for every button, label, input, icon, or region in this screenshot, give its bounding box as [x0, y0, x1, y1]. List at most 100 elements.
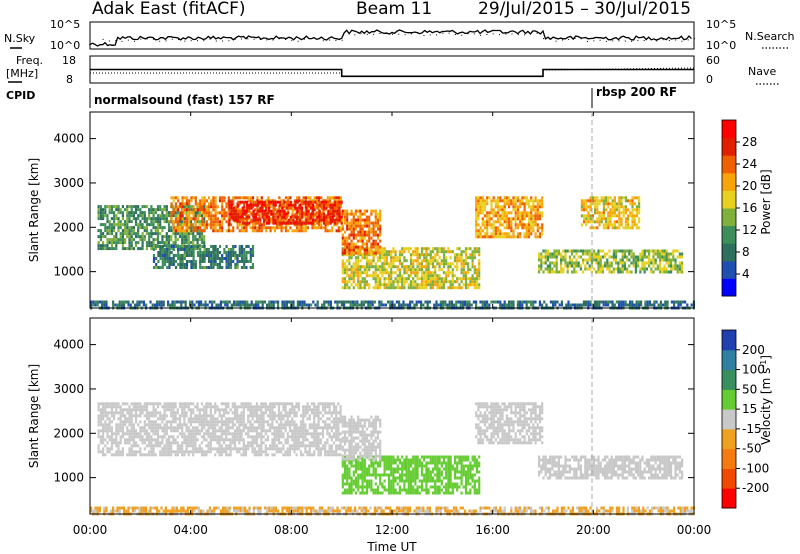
power-cell: [383, 262, 386, 266]
power-cell: [210, 260, 213, 263]
power-cell: [161, 208, 164, 212]
power-cell: [343, 215, 347, 219]
power-cell: [512, 202, 515, 206]
power-cell: [156, 241, 160, 245]
power-cell: [241, 206, 244, 210]
power-cell: [604, 252, 607, 256]
velocity-cell: [183, 420, 186, 424]
power-cell: [359, 215, 362, 219]
power-cell: [239, 200, 242, 204]
power-cell: [263, 203, 266, 207]
power-cell: [322, 208, 325, 212]
power-cell: [170, 257, 173, 260]
power-cell: [536, 235, 539, 239]
velocity-cell: [218, 444, 221, 448]
power-cell: [110, 241, 113, 245]
power-cell: [141, 238, 144, 242]
power-cell: [598, 303, 601, 307]
power-cell: [274, 221, 277, 225]
power-cell: [546, 270, 549, 274]
power-cell: [281, 303, 284, 307]
power-cell: [460, 268, 463, 272]
velocity-cell: [115, 432, 118, 436]
velocity-cell: [231, 435, 234, 439]
power-cell: [268, 221, 271, 225]
velocity-cell: [233, 429, 237, 433]
power-cell: [438, 265, 441, 269]
velocity-cell: [231, 432, 234, 436]
power-cell: [200, 241, 204, 245]
power-cell: [304, 223, 307, 227]
velocity-cell: [139, 402, 142, 406]
power-cell: [383, 280, 386, 284]
power-cell: [468, 300, 471, 304]
power-cell: [681, 270, 684, 274]
power-cell: [201, 196, 204, 200]
velocity-cell: [170, 429, 173, 433]
power-cell: [150, 223, 153, 227]
power-cell: [514, 217, 517, 221]
power-cell: [631, 226, 634, 230]
power-cell: [99, 205, 102, 209]
power-cell: [214, 214, 217, 218]
velocity-cell: [211, 438, 215, 442]
velocity-cell: [172, 429, 175, 433]
power-cell: [641, 258, 644, 262]
power-cell: [106, 214, 109, 218]
power-cell: [512, 217, 515, 221]
power-cell: [645, 267, 648, 271]
power-cell: [350, 224, 353, 228]
velocity-cell: [115, 411, 118, 415]
velocity-cell: [148, 450, 151, 454]
velocity-cell: [183, 438, 186, 442]
power-cell: [635, 196, 638, 200]
power-cell: [161, 257, 164, 260]
power-cell: [132, 229, 135, 233]
power-cell: [198, 220, 201, 224]
power-cell: [259, 206, 262, 210]
power-cell: [587, 199, 590, 203]
power-cell: [188, 220, 191, 224]
power-cell: [398, 286, 402, 290]
power-cell: [374, 268, 377, 272]
power-cell: [438, 262, 441, 266]
power-cell: [376, 248, 380, 252]
velocity-cell: [159, 453, 162, 457]
power-cell: [619, 261, 622, 265]
velocity-cell: [110, 447, 113, 451]
velocity-cell: [196, 432, 199, 436]
velocity-cell: [134, 435, 138, 439]
power-cell: [212, 248, 215, 251]
power-cell: [356, 303, 359, 307]
power-cell: [223, 257, 226, 260]
power-cell: [290, 300, 293, 304]
velocity-cell: [115, 450, 118, 454]
power-cell: [167, 223, 171, 227]
velocity-cell: [161, 438, 164, 442]
power-cell: [616, 208, 619, 212]
power-cell: [257, 212, 260, 216]
power-cell: [212, 263, 215, 266]
power-cell: [672, 252, 675, 256]
power-cell: [291, 205, 294, 209]
power-cell: [236, 257, 239, 260]
power-cell: [363, 256, 366, 260]
power-cell: [110, 232, 113, 236]
power-cell: [456, 265, 459, 269]
power-cell: [296, 200, 299, 204]
power-cell: [389, 300, 392, 304]
power-cell: [301, 206, 304, 210]
velocity-cell: [163, 435, 166, 439]
power-cell: [156, 226, 160, 230]
power-cell: [214, 248, 217, 251]
power-cell: [429, 283, 432, 287]
velocity-cell: [200, 435, 204, 439]
power-cell: [192, 245, 195, 248]
power-cell: [216, 229, 219, 233]
power-cell: [331, 229, 334, 233]
power-cell: [170, 202, 173, 206]
power-cell: [462, 274, 465, 278]
power-cell: [320, 226, 323, 230]
power-cell: [579, 255, 582, 259]
power-cell: [475, 277, 479, 281]
